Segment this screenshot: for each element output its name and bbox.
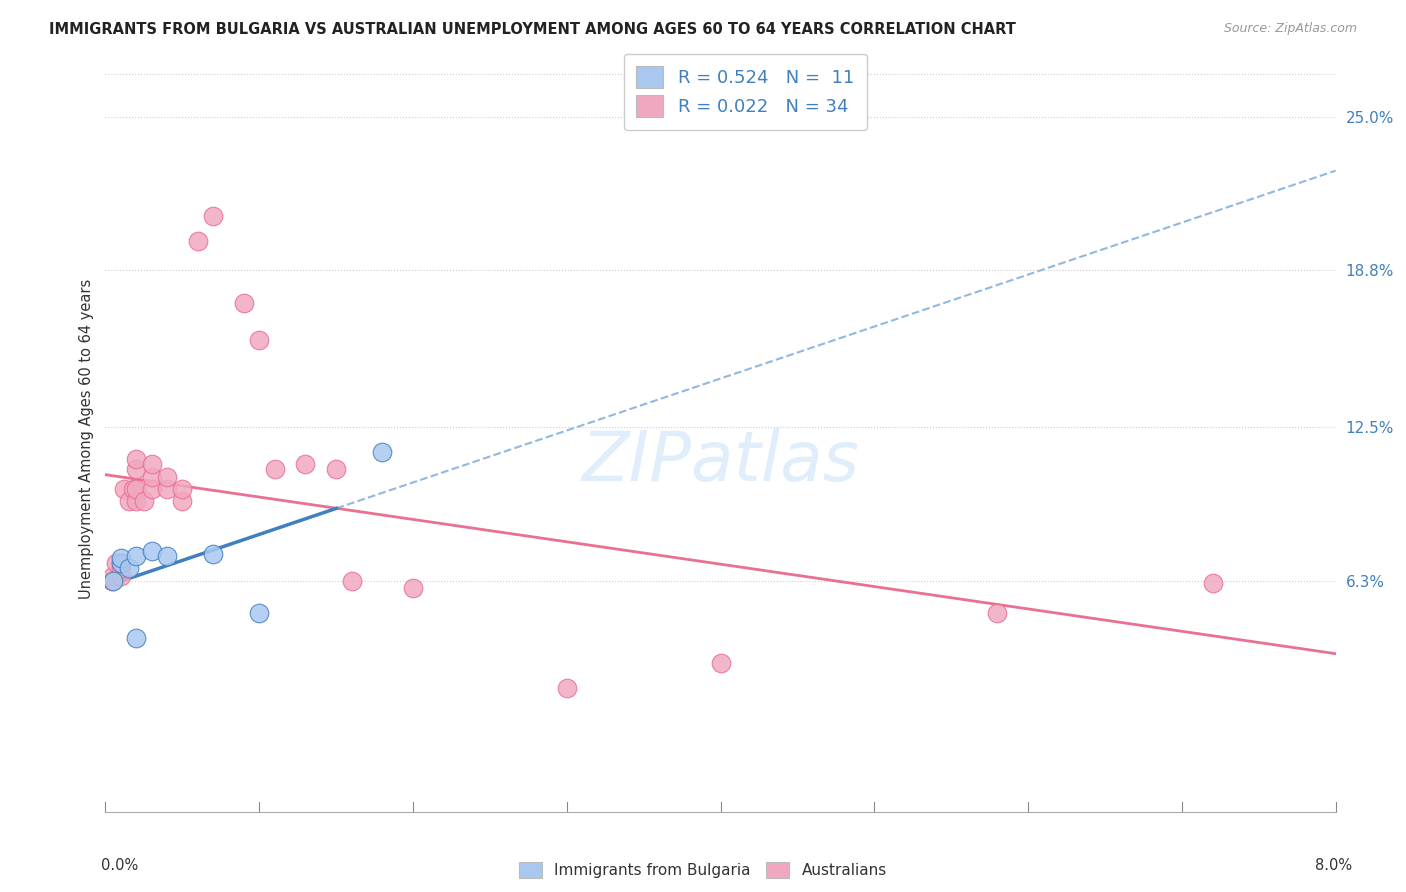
Point	[100, 574, 122, 588]
Point	[110, 569, 132, 583]
Point	[172, 482, 194, 496]
Point	[132, 494, 155, 508]
Point	[125, 549, 148, 563]
Point	[110, 561, 132, 575]
Point	[202, 547, 225, 561]
Text: 8.0%: 8.0%	[1316, 858, 1353, 872]
Text: IMMIGRANTS FROM BULGARIA VS AUSTRALIAN UNEMPLOYMENT AMONG AGES 60 TO 64 YEARS CO: IMMIGRANTS FROM BULGARIA VS AUSTRALIAN U…	[49, 22, 1017, 37]
Legend: R = 0.524   N =  11, R = 0.022   N = 34: R = 0.524 N = 11, R = 0.022 N = 34	[624, 54, 866, 130]
Point	[710, 656, 733, 670]
Point	[294, 457, 316, 471]
Point	[232, 295, 254, 310]
Point	[125, 631, 148, 645]
Point	[156, 482, 179, 496]
Y-axis label: Unemployment Among Ages 60 to 64 years: Unemployment Among Ages 60 to 64 years	[79, 279, 94, 599]
Point	[172, 494, 194, 508]
Point	[110, 551, 132, 566]
Point	[986, 606, 1008, 620]
Point	[247, 606, 270, 620]
Point	[187, 234, 209, 248]
Point	[117, 494, 139, 508]
Point	[112, 482, 135, 496]
Point	[117, 561, 139, 575]
Point	[125, 494, 148, 508]
Text: ZIPatlas: ZIPatlas	[582, 428, 859, 495]
Point	[1201, 576, 1223, 591]
Point	[125, 462, 148, 476]
Point	[371, 444, 394, 458]
Point	[555, 681, 578, 695]
Point	[247, 333, 270, 347]
Point	[263, 462, 285, 476]
Legend: Immigrants from Bulgaria, Australians: Immigrants from Bulgaria, Australians	[513, 856, 893, 884]
Text: 0.0%: 0.0%	[101, 858, 138, 872]
Point	[101, 574, 124, 588]
Point	[141, 544, 163, 558]
Text: Source: ZipAtlas.com: Source: ZipAtlas.com	[1223, 22, 1357, 36]
Point	[340, 574, 363, 588]
Point	[202, 209, 225, 223]
Point	[141, 469, 163, 483]
Point	[156, 469, 179, 483]
Point	[125, 482, 148, 496]
Point	[122, 482, 145, 496]
Point	[402, 582, 425, 596]
Point	[110, 557, 132, 571]
Point	[141, 482, 163, 496]
Point	[156, 549, 179, 563]
Point	[141, 457, 163, 471]
Point	[101, 569, 124, 583]
Point	[110, 557, 132, 571]
Point	[125, 452, 148, 467]
Point	[105, 557, 128, 571]
Point	[325, 462, 347, 476]
